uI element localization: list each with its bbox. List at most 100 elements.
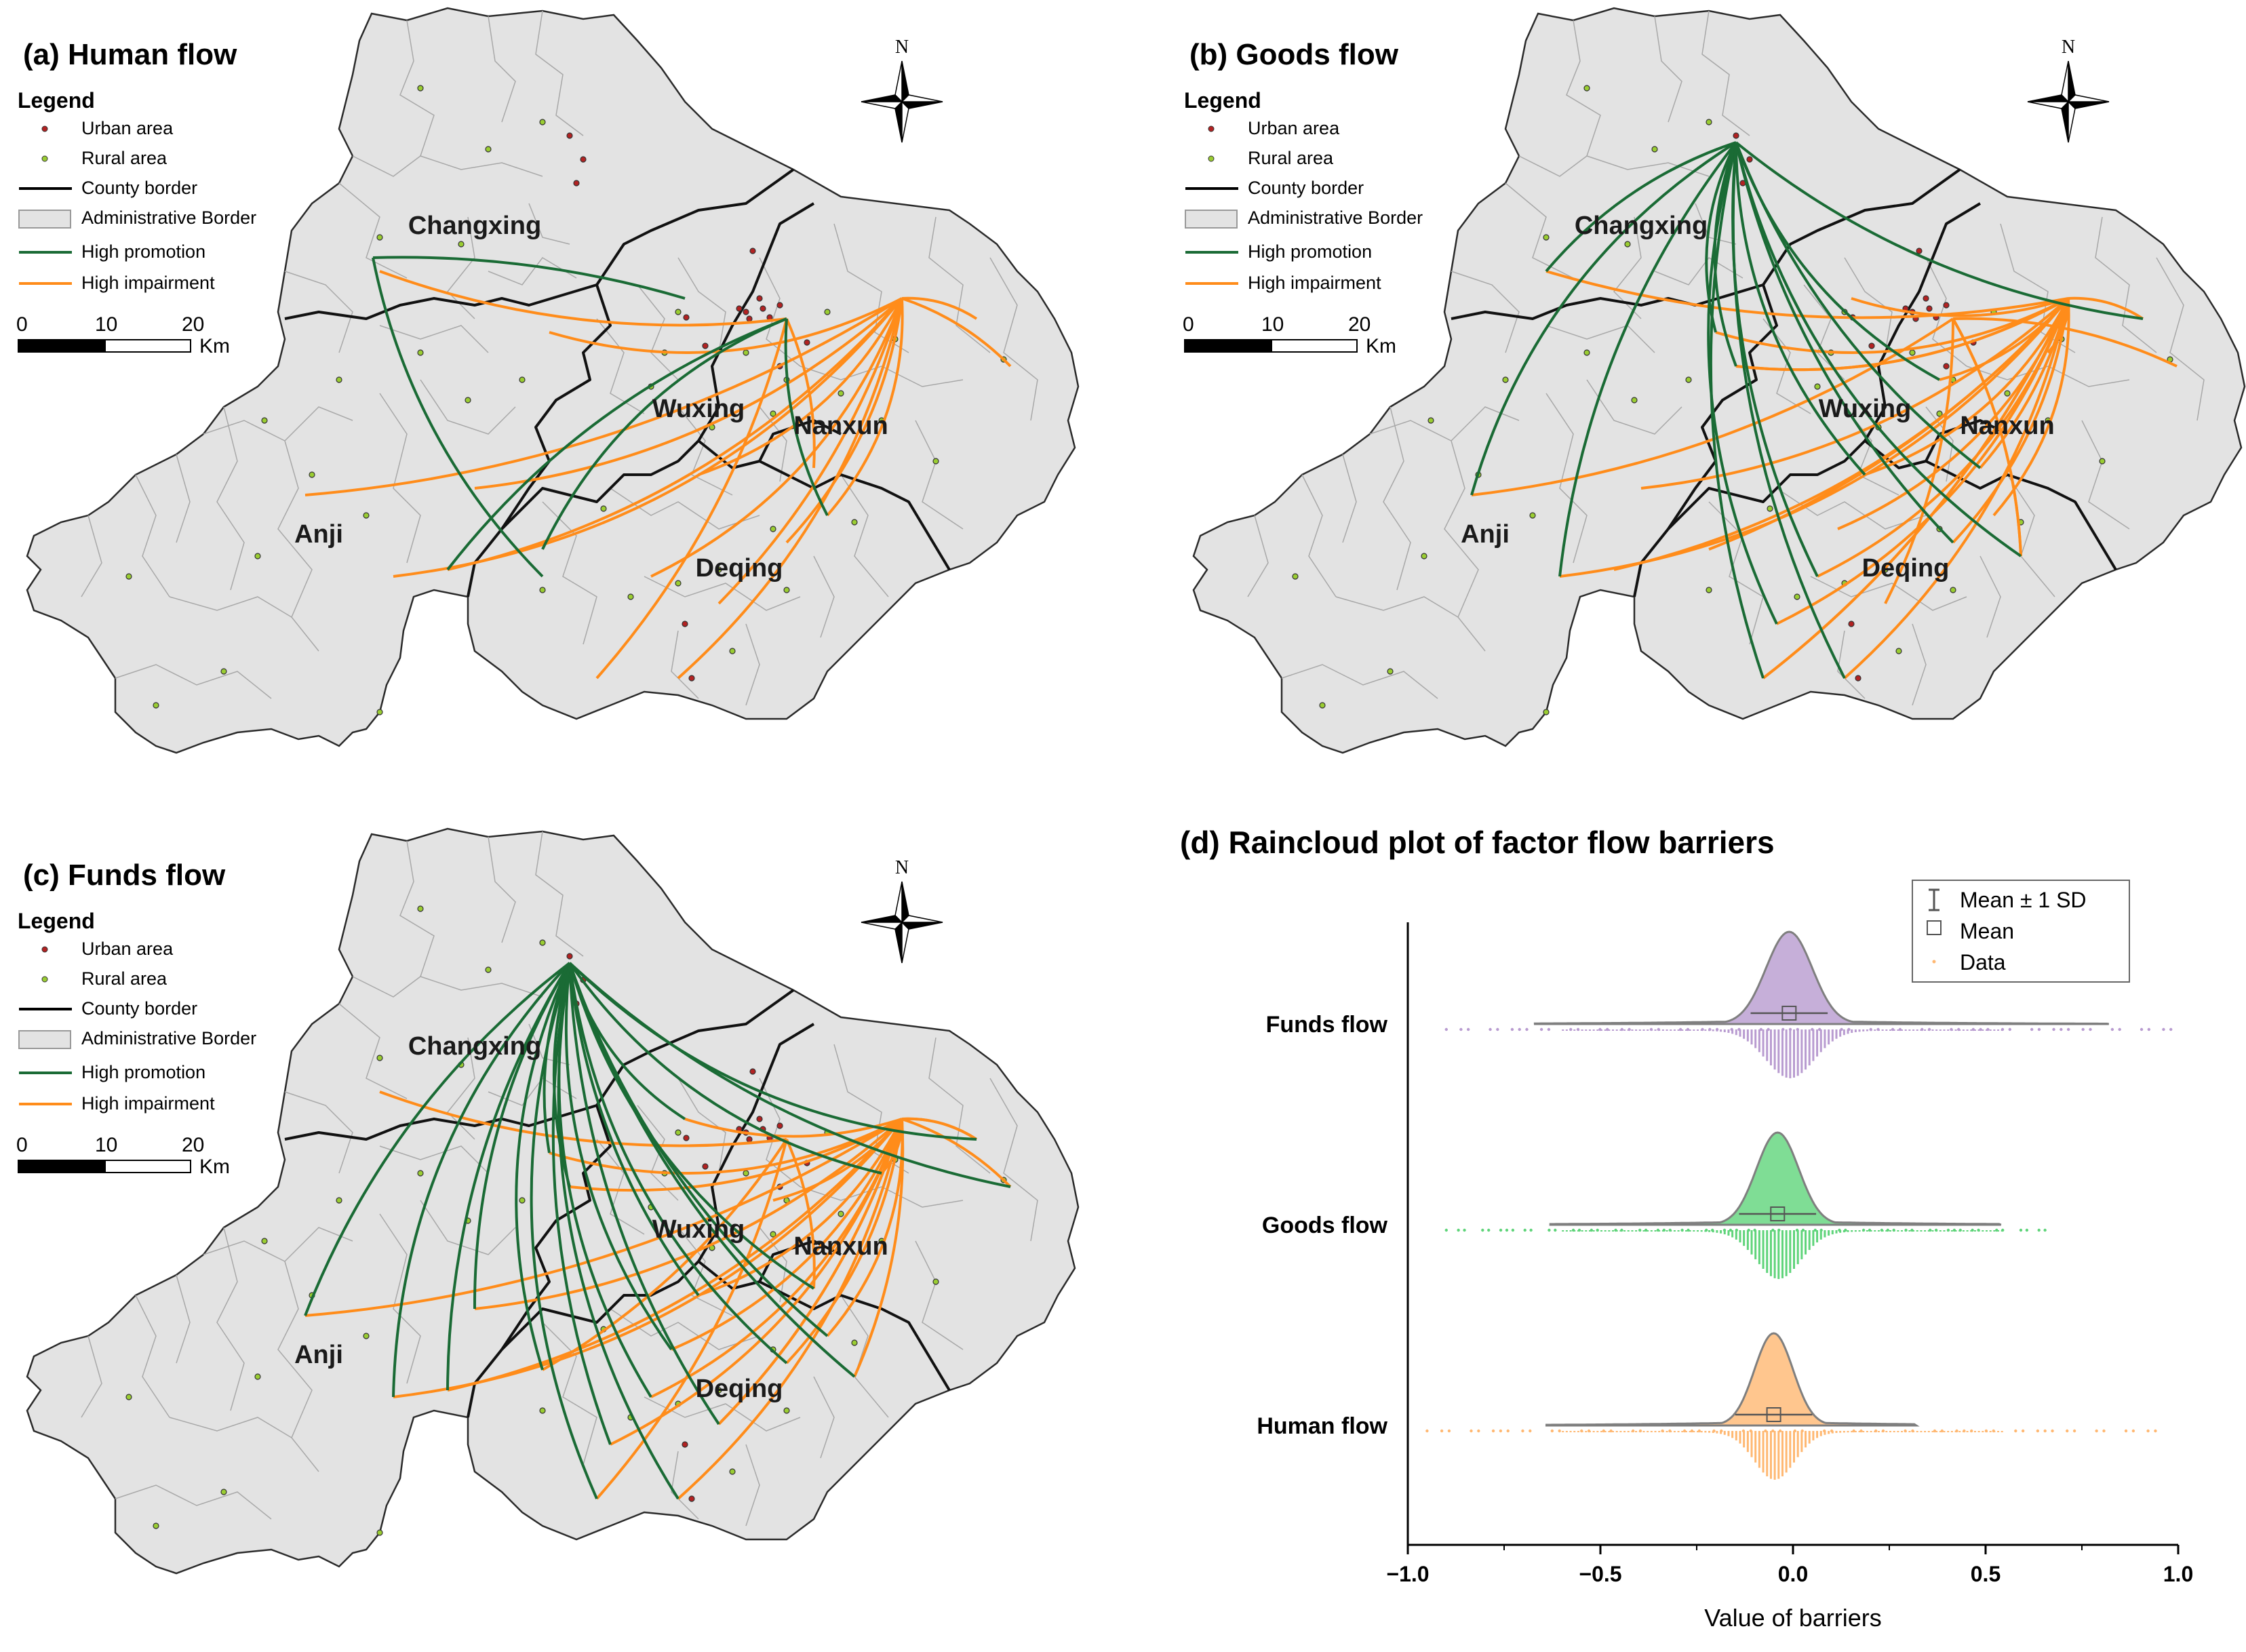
histogram-bar [1762, 1029, 1765, 1057]
histogram-bar [1912, 1029, 1915, 1031]
data-point [1708, 1027, 1712, 1031]
histogram-bar [1735, 1431, 1737, 1440]
histogram-bar [1816, 1230, 1819, 1243]
data-point [1587, 1429, 1591, 1433]
histogram-bar [1908, 1431, 1911, 1432]
rural-point-icon [41, 155, 48, 162]
data-point [1730, 1027, 1733, 1031]
data-point [1690, 1429, 1694, 1433]
histogram-bar [1769, 1431, 1772, 1479]
histogram-bar [1716, 1431, 1718, 1434]
histogram-bar [1789, 1431, 1792, 1468]
histogram-bar [1577, 1431, 1579, 1432]
histogram-bar [1927, 1431, 1930, 1432]
histogram-bar [1977, 1431, 1980, 1432]
histogram-bar [1581, 1230, 1583, 1232]
data-point [1656, 1228, 1660, 1232]
data-point [1811, 1027, 1814, 1031]
histogram-bar [1993, 1029, 1996, 1031]
data-point [2037, 1027, 2041, 1031]
histogram-bar [1647, 1029, 1649, 1031]
impairment-flow-line [379, 1090, 787, 1147]
mean-marker [1766, 1407, 1781, 1422]
histogram-bar [1986, 1230, 1988, 1232]
histogram-bar [1635, 1230, 1638, 1232]
x-tick-label: 0.5 [1971, 1562, 2001, 1586]
map-panel: (c) Funds flow [0, 821, 1112, 1621]
mean-marker [1781, 1006, 1797, 1021]
histogram-bar [1943, 1230, 1946, 1232]
histogram-bar [1912, 1230, 1915, 1232]
promotion-flow-line [568, 962, 700, 1297]
data-point [1510, 1027, 1514, 1031]
data-point [1628, 1027, 1631, 1031]
data-point [1440, 1429, 1444, 1433]
data-point [1977, 1228, 1980, 1232]
data-point [2043, 1429, 2047, 1433]
data-point [1819, 1228, 1823, 1232]
histogram-bar [1600, 1431, 1602, 1432]
urban-point-icon [1208, 125, 1215, 132]
histogram-bar [1982, 1230, 1984, 1232]
data-point [1741, 1429, 1746, 1433]
histogram-bar [1893, 1029, 1895, 1031]
promotion-flow-line [552, 962, 571, 1187]
promotion-flow-line [557, 962, 652, 1398]
histogram-bar [2001, 1431, 2003, 1432]
histogram-bar [1670, 1029, 1672, 1031]
data-point [1957, 1027, 1961, 1031]
county-label-deqing: Deqing [696, 1375, 783, 1403]
promotion-flow-line [372, 257, 544, 578]
legend-label-data: Data [1960, 950, 2006, 975]
data-point [1644, 1228, 1648, 1232]
admin-border-box-icon [18, 1030, 71, 1049]
histogram-bar [1739, 1230, 1741, 1243]
data-point [1425, 1429, 1429, 1433]
county-border-line-icon [19, 1008, 72, 1010]
histogram-bar [1743, 1431, 1746, 1448]
histogram-bar [1781, 1431, 1784, 1476]
data-point [1771, 1228, 1775, 1232]
promotion-line-icon [1185, 251, 1238, 254]
histogram-bar [1824, 1431, 1826, 1435]
data-point [1886, 1228, 1889, 1232]
histogram-bar [1874, 1029, 1876, 1031]
impairment-flow-line [2068, 296, 2144, 320]
promotion-flow-line [1558, 141, 1737, 577]
scale-segment-white [104, 339, 191, 353]
data-point [1487, 1228, 1491, 1232]
data-point [1481, 1228, 1484, 1232]
histogram-bar [1854, 1029, 1857, 1033]
histogram-bar [1954, 1230, 1957, 1232]
histogram-bar [1750, 1431, 1753, 1457]
administrative-borders [1247, 10, 2205, 706]
data-point [1801, 1228, 1805, 1232]
data-point [1747, 1228, 1750, 1232]
chart-title: (d) Raincloud plot of factor flow barrie… [1180, 825, 1775, 860]
impairment-flow-line [1762, 298, 2070, 680]
histogram-bar [1615, 1029, 1618, 1031]
county-label-nanxun: Nanxun [793, 412, 888, 440]
histogram-bar [1958, 1431, 1961, 1432]
promotion-flow-line [1735, 142, 1982, 469]
data-point [2169, 1027, 2173, 1031]
data-point [1955, 1429, 1958, 1433]
impairment-flow-line [901, 296, 978, 320]
histogram-bar [1592, 1029, 1595, 1031]
data-point [1929, 1228, 1932, 1232]
promotion-flow-line [1731, 142, 1846, 679]
county-label-anji: Anji [1461, 520, 1510, 549]
legend-item-high-impairment: High impairment [18, 270, 330, 297]
county-label-anji: Anji [294, 520, 343, 549]
scale-unit: Km [199, 1156, 230, 1178]
rural-area-points [125, 85, 1007, 715]
histogram-bar [1858, 1230, 1861, 1232]
histogram-bar [1924, 1230, 1927, 1232]
scale-tick-0: 0 [1183, 313, 1194, 336]
data-point [1920, 1027, 1924, 1031]
promotion-flow-line [1705, 142, 1737, 333]
data-point [1525, 1027, 1529, 1031]
flow-lines [304, 256, 1012, 680]
histogram-bar [1766, 1029, 1769, 1061]
promotion-flow-line [372, 256, 686, 300]
